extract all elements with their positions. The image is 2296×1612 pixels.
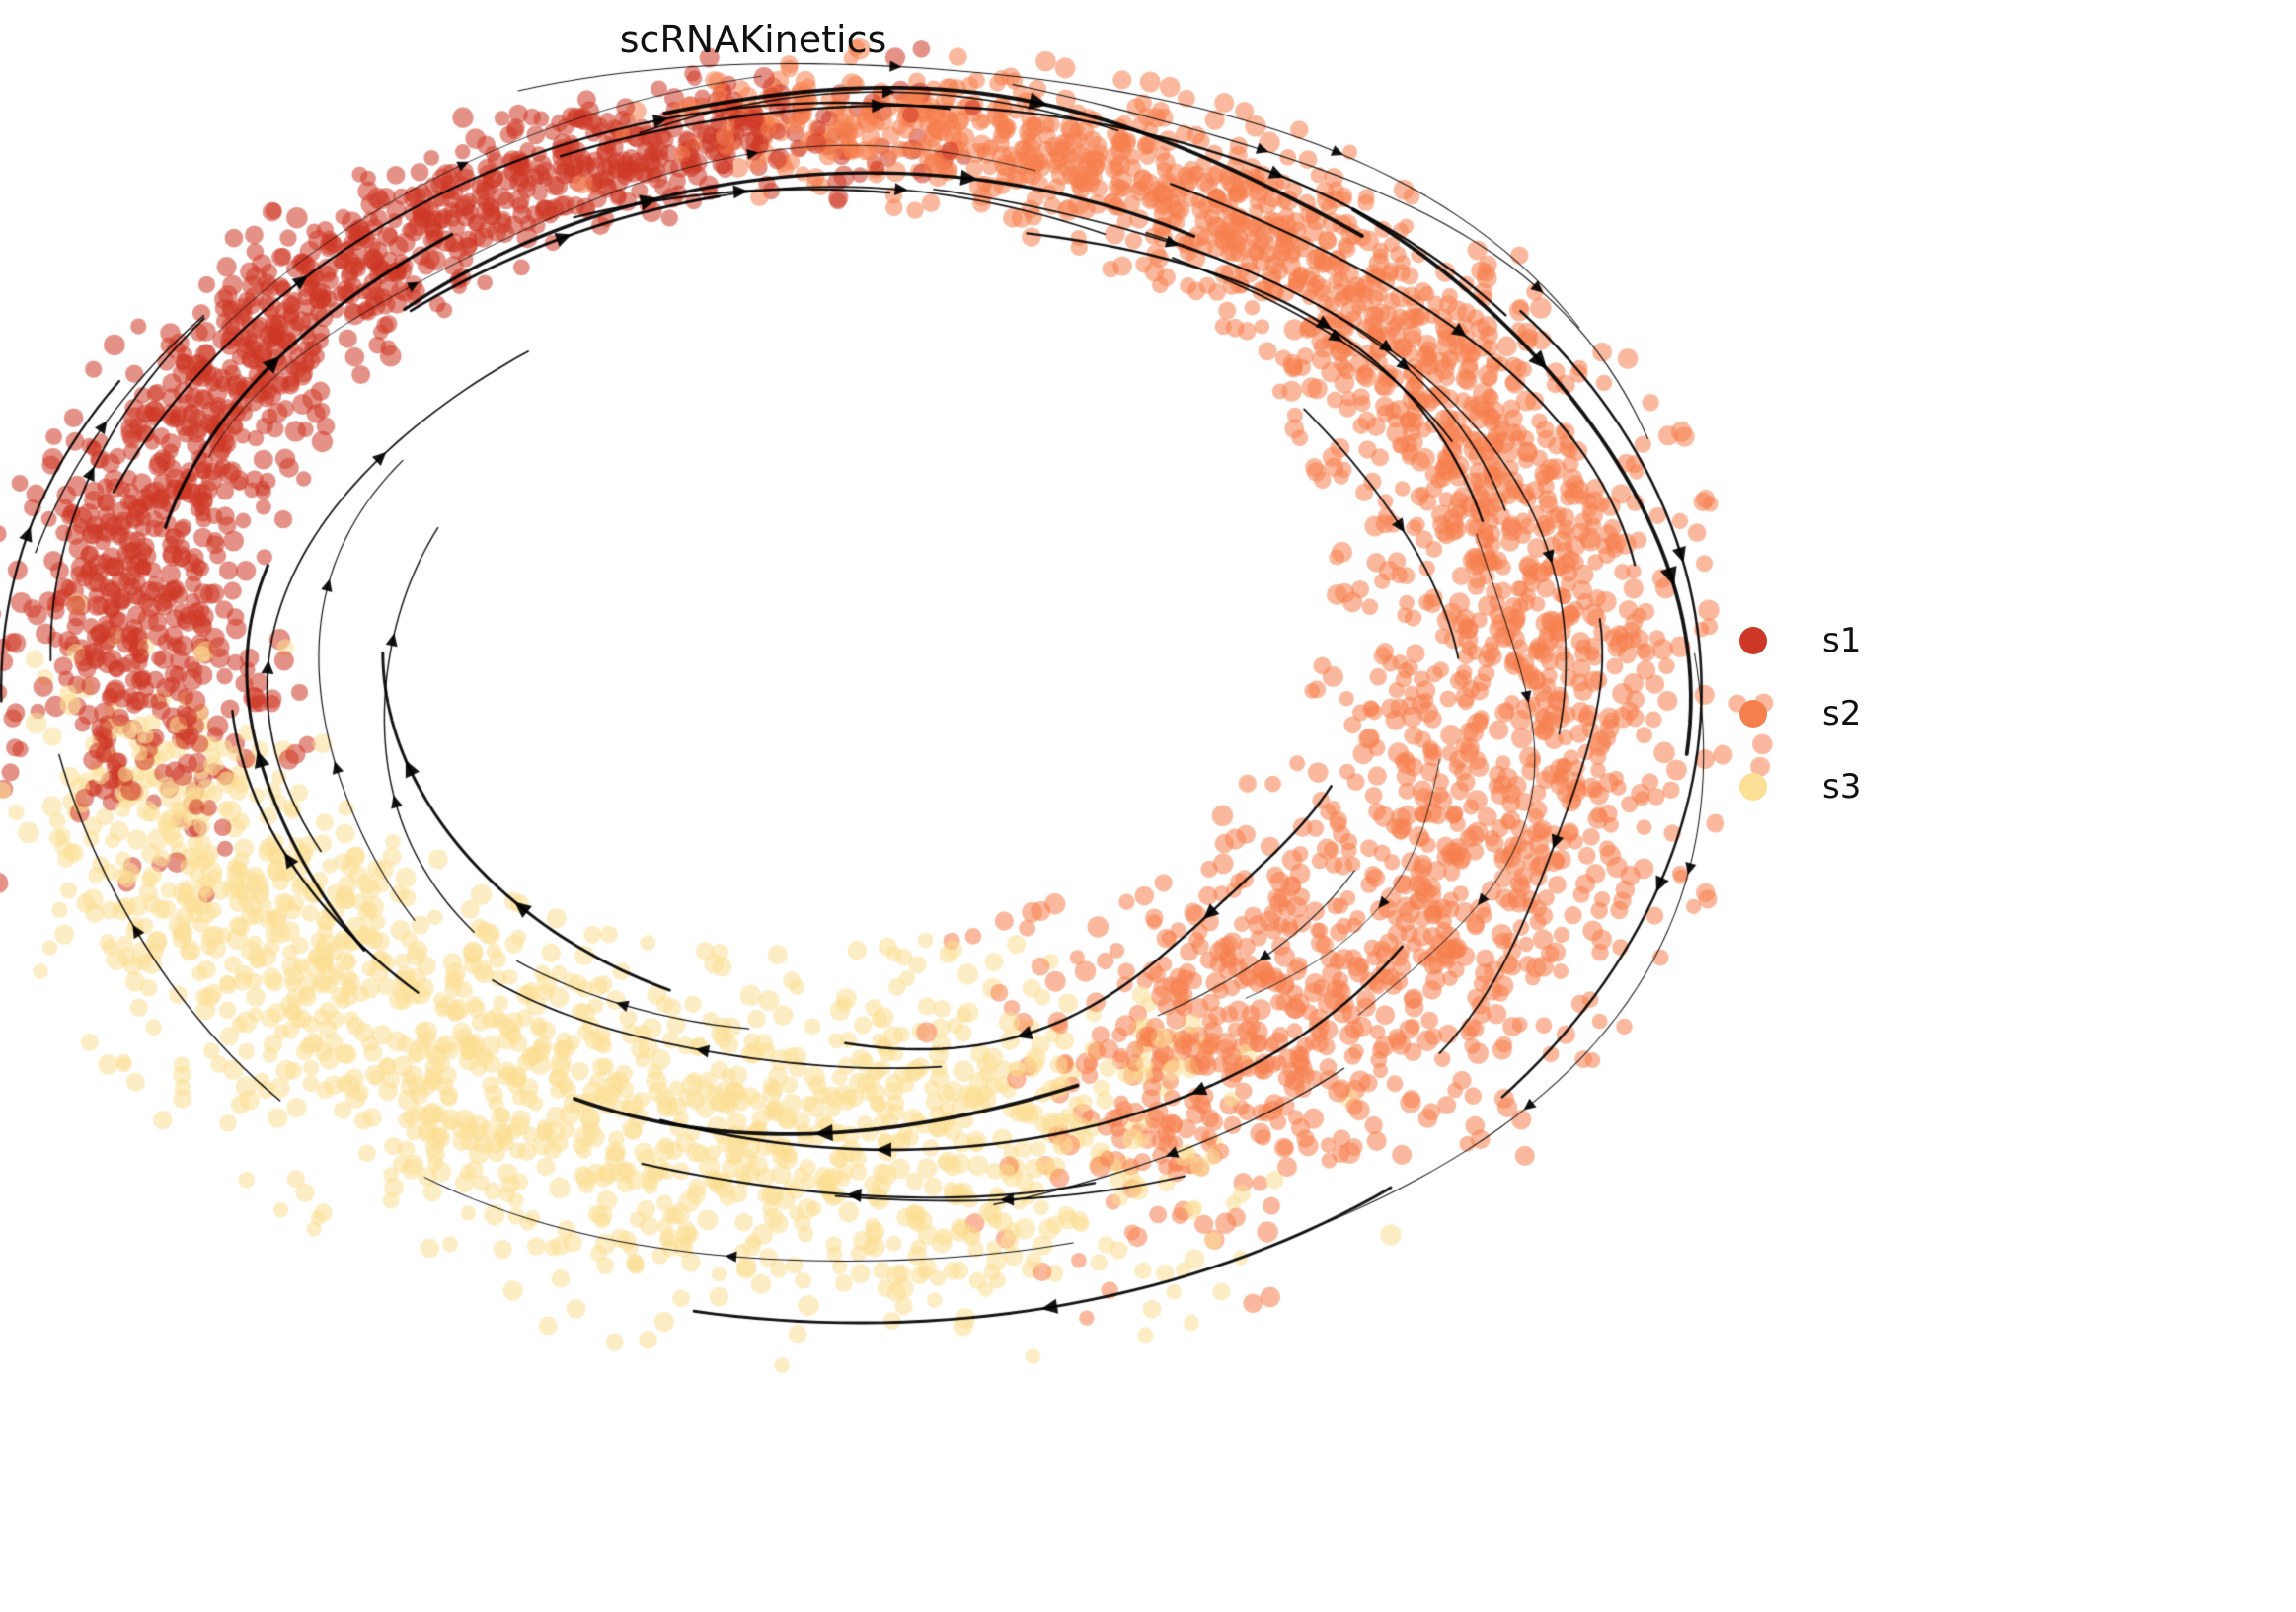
- legend: s1 s2 s3: [1739, 624, 1861, 804]
- legend-item-s2: s2: [1739, 697, 1861, 730]
- legend-label-s3: s3: [1822, 767, 1862, 806]
- legend-dot-s1: [1739, 627, 1767, 654]
- legend-label-s2: s2: [1822, 694, 1862, 733]
- chart-title: scRNAKinetics: [619, 18, 887, 61]
- legend-item-s1: s1: [1739, 624, 1861, 657]
- legend-dot-s2: [1739, 700, 1767, 728]
- legend-label-s1: s1: [1822, 621, 1862, 660]
- legend-item-s3: s3: [1739, 770, 1861, 804]
- legend-dot-s3: [1739, 773, 1767, 801]
